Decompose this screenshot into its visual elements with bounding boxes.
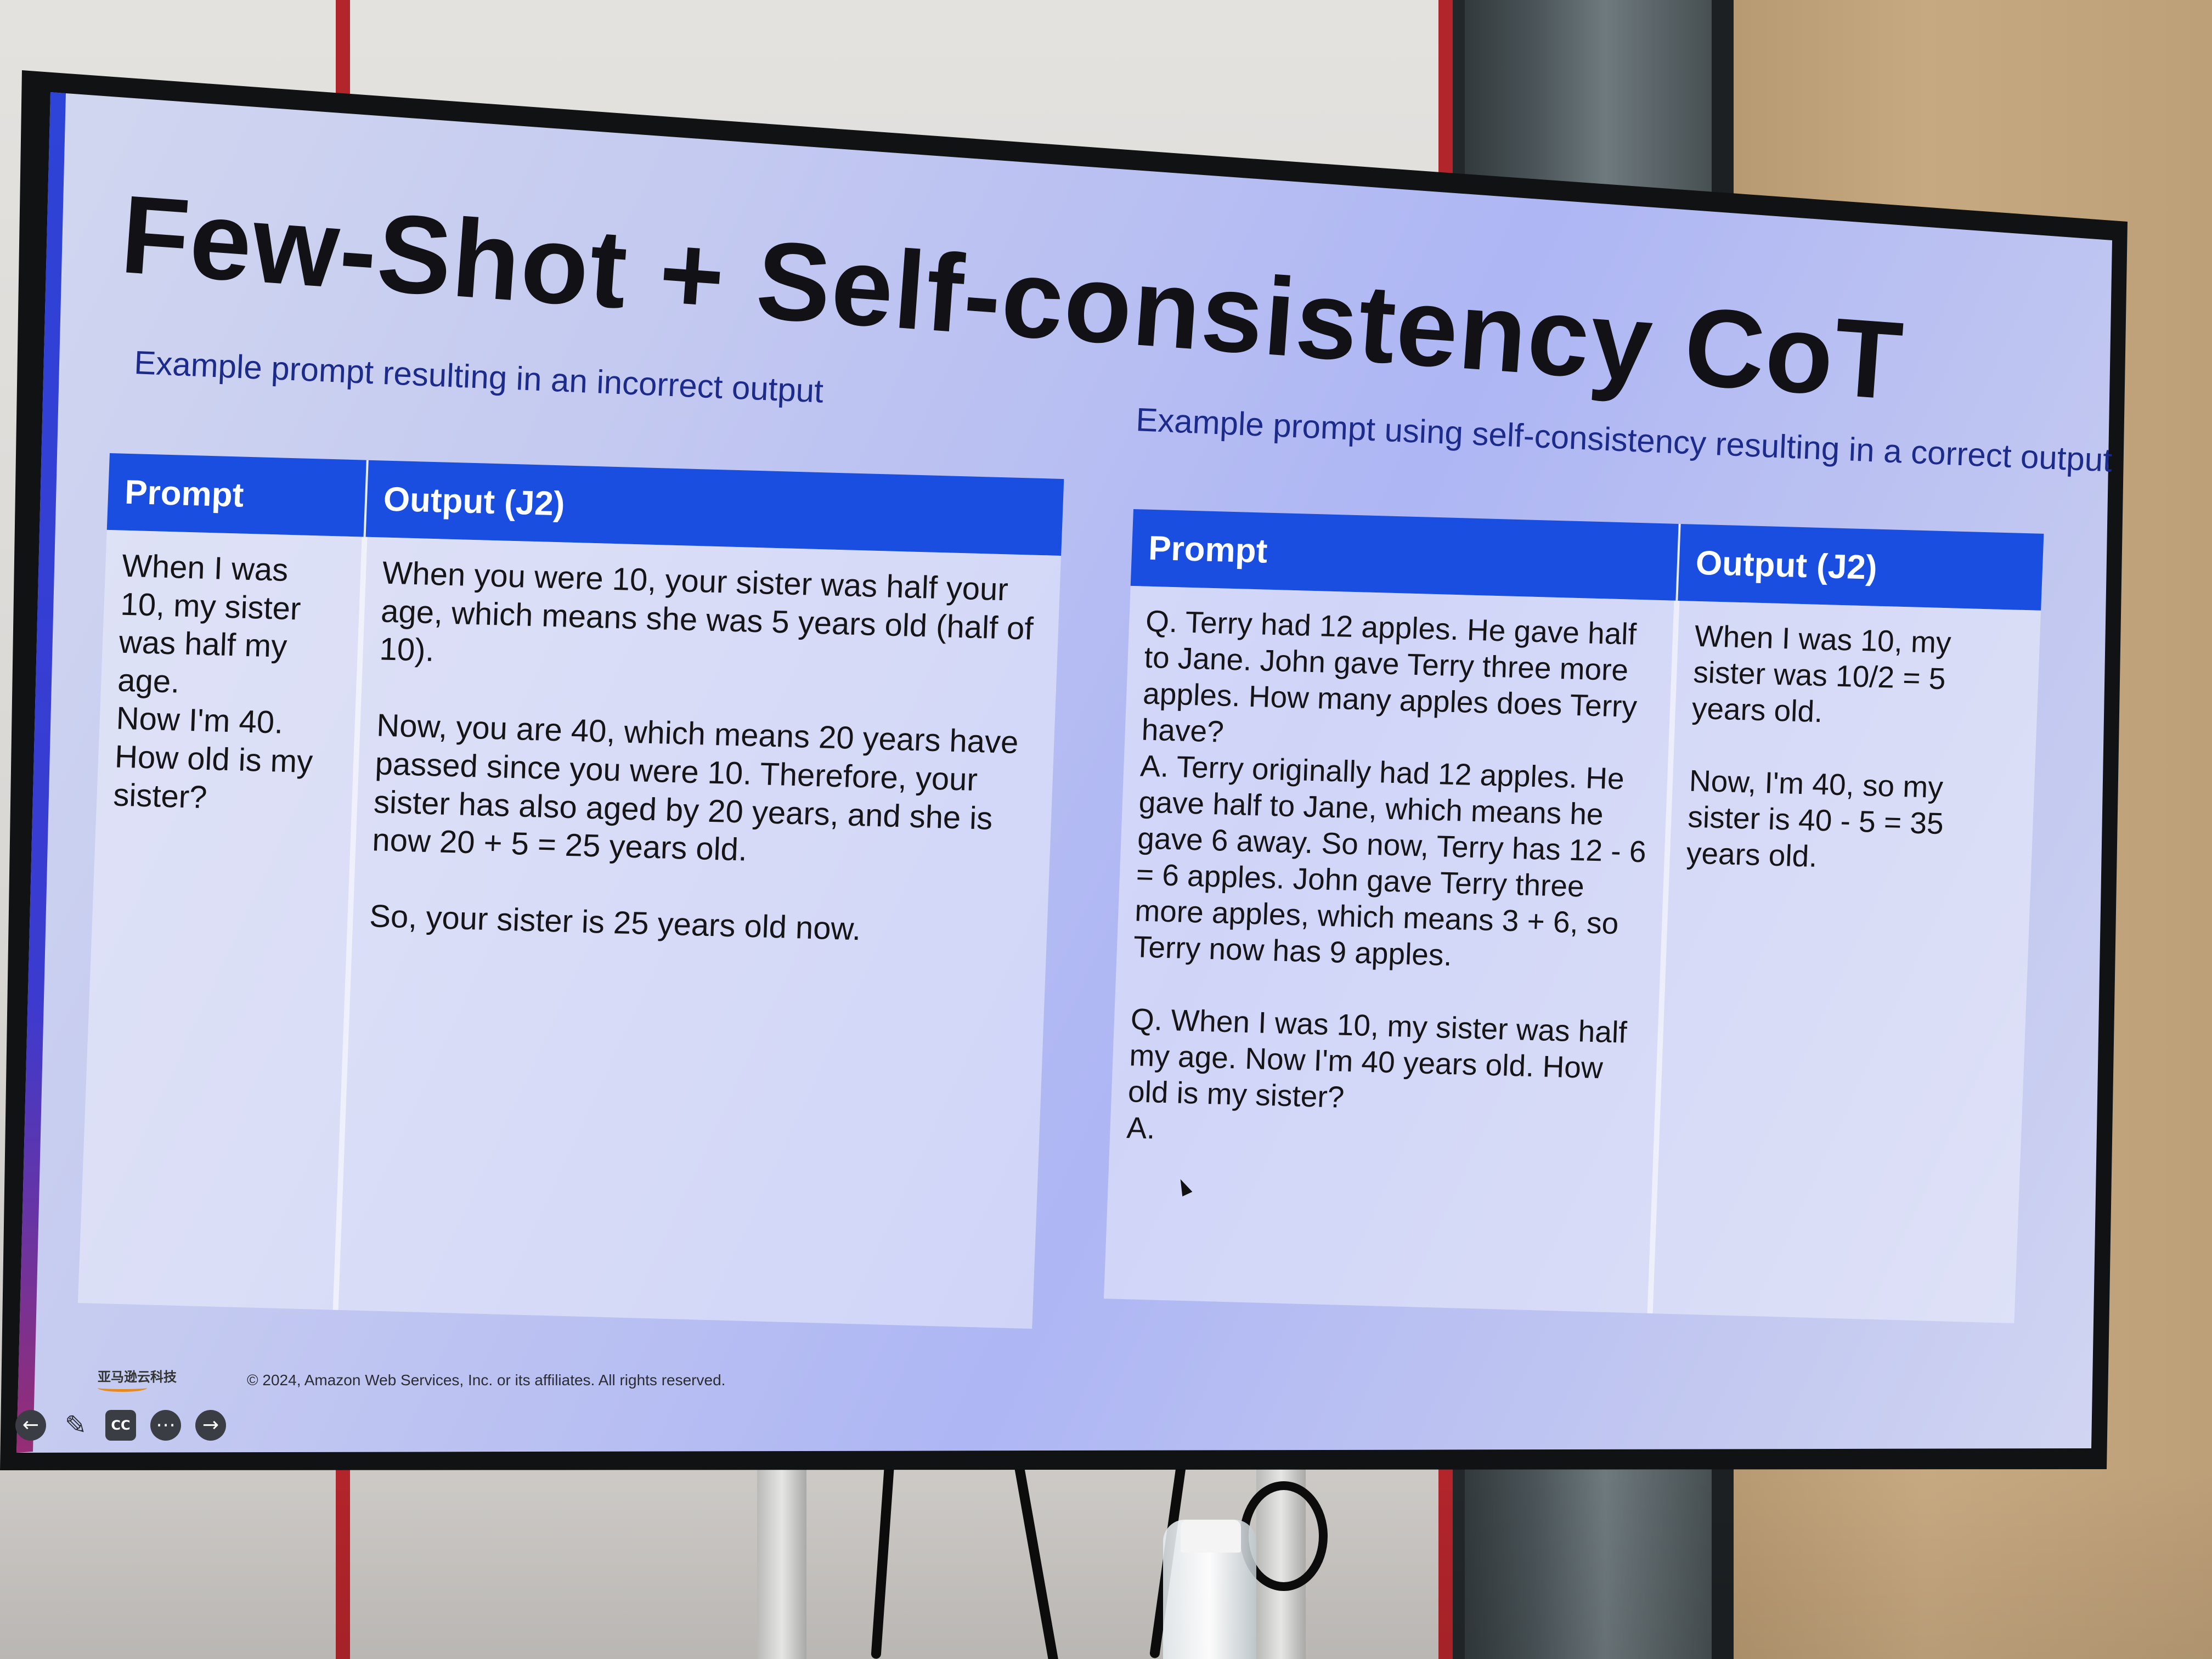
incorrect-example-table: Prompt Output (J2) When I was 10, my sis… bbox=[77, 453, 1064, 1329]
table-row: When I was 10, my sister was half my age… bbox=[77, 529, 1062, 1329]
pen-icon[interactable]: ✎ bbox=[64, 1410, 87, 1441]
prompt-cell: Q. Terry had 12 apples. He gave half to … bbox=[1103, 585, 1677, 1314]
presentation-controls: ← ✎ CC ⋯ → bbox=[15, 1410, 226, 1441]
tv-stand-pole bbox=[757, 1459, 806, 1659]
table-row: Q. Terry had 12 apples. He gave half to … bbox=[1103, 585, 2041, 1323]
company-logo: 亚马逊云科技 bbox=[98, 1366, 177, 1392]
copyright-text: © 2024, Amazon Web Services, Inc. or its… bbox=[247, 1372, 726, 1389]
arrow-left-icon[interactable]: ← bbox=[15, 1410, 46, 1441]
output-cell: When I was 10, my sister was 10/2 = 5 ye… bbox=[1650, 600, 2041, 1323]
water-bottle-cap bbox=[1181, 1520, 1241, 1553]
self-consistency-table: Prompt Output (J2) Q. Terry had 12 apple… bbox=[1103, 509, 2044, 1323]
prompt-header: Prompt bbox=[1130, 509, 1680, 601]
output-cell: When you were 10, your sister was half y… bbox=[335, 537, 1062, 1329]
lower-area bbox=[0, 1470, 2212, 1659]
more-icon[interactable]: ⋯ bbox=[150, 1410, 181, 1441]
logo-smile bbox=[98, 1384, 147, 1392]
output-header: Output (J2) bbox=[1677, 523, 2044, 611]
logo-text: 亚马逊云科技 bbox=[98, 1370, 177, 1385]
arrow-right-icon[interactable]: → bbox=[195, 1410, 226, 1441]
prompt-cell: When I was 10, my sister was half my age… bbox=[77, 529, 365, 1310]
prompt-header: Prompt bbox=[106, 453, 368, 537]
cc-icon[interactable]: CC bbox=[105, 1410, 136, 1441]
